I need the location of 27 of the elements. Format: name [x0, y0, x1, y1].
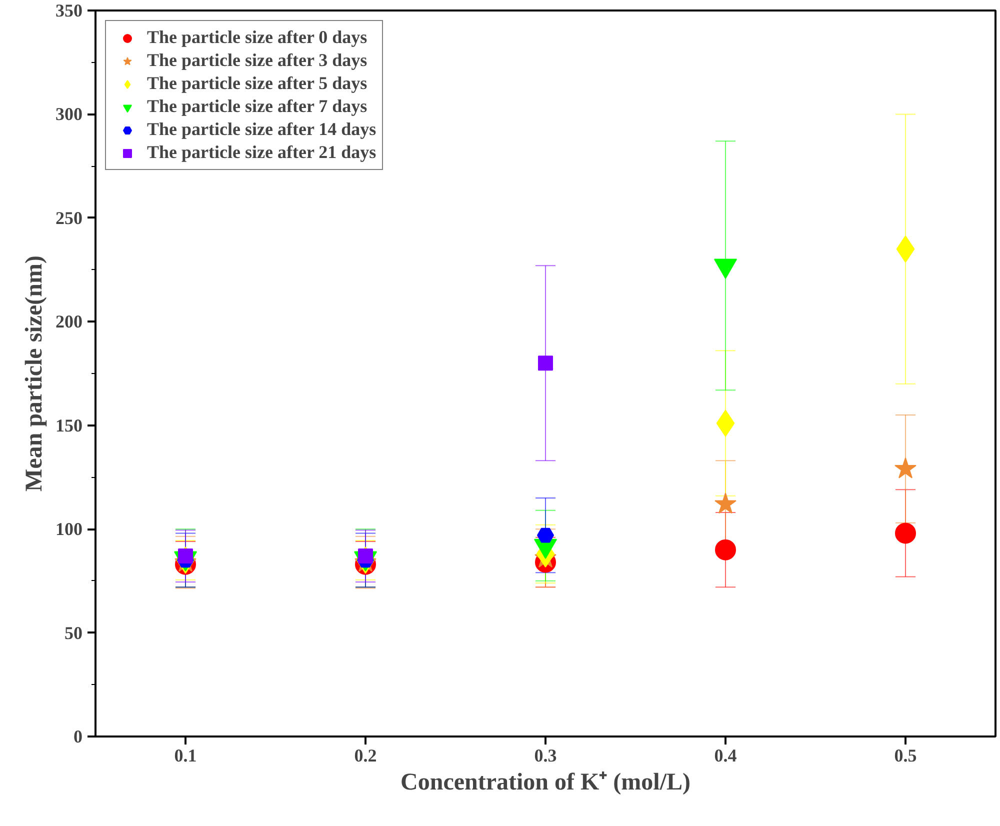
legend-label: The particle size after 5 days: [147, 73, 368, 94]
legend-label: The particle size after 14 days: [147, 119, 376, 140]
legend-label: The particle size after 3 days: [147, 50, 368, 71]
y-tick-label: 200: [56, 312, 82, 332]
y-tick-label: 150: [56, 415, 82, 436]
y-tick-label: 250: [56, 208, 82, 228]
x-tick-label: 0.3: [534, 746, 557, 766]
x-tick-label: 0.2: [354, 746, 377, 766]
y-tick-label: 100: [56, 519, 82, 540]
point: [715, 539, 736, 560]
y-tick-label: 350: [56, 0, 82, 20]
x-tick-label: 0.4: [714, 746, 737, 766]
legend-label: The particle size after 0 days: [147, 27, 368, 48]
point: [894, 457, 916, 478]
point: [537, 528, 554, 543]
x-tick-label: 0.5: [894, 746, 917, 766]
point: [538, 356, 553, 371]
x-tick-label: 0.1: [174, 746, 197, 766]
y-tick-label: 0: [74, 726, 82, 746]
y-tick-label: 300: [56, 104, 82, 124]
point: [895, 522, 916, 544]
y-tick-label: 50: [64, 622, 82, 643]
legend-label: The particle size after 21 days: [147, 142, 376, 163]
y-axis-title: Mean particle size(nm): [22, 256, 48, 492]
point: [714, 492, 736, 514]
legend-label: The particle size after 7 days: [147, 96, 368, 117]
x-axis-title: Concentration of K⁺ (mol/L): [400, 770, 690, 796]
